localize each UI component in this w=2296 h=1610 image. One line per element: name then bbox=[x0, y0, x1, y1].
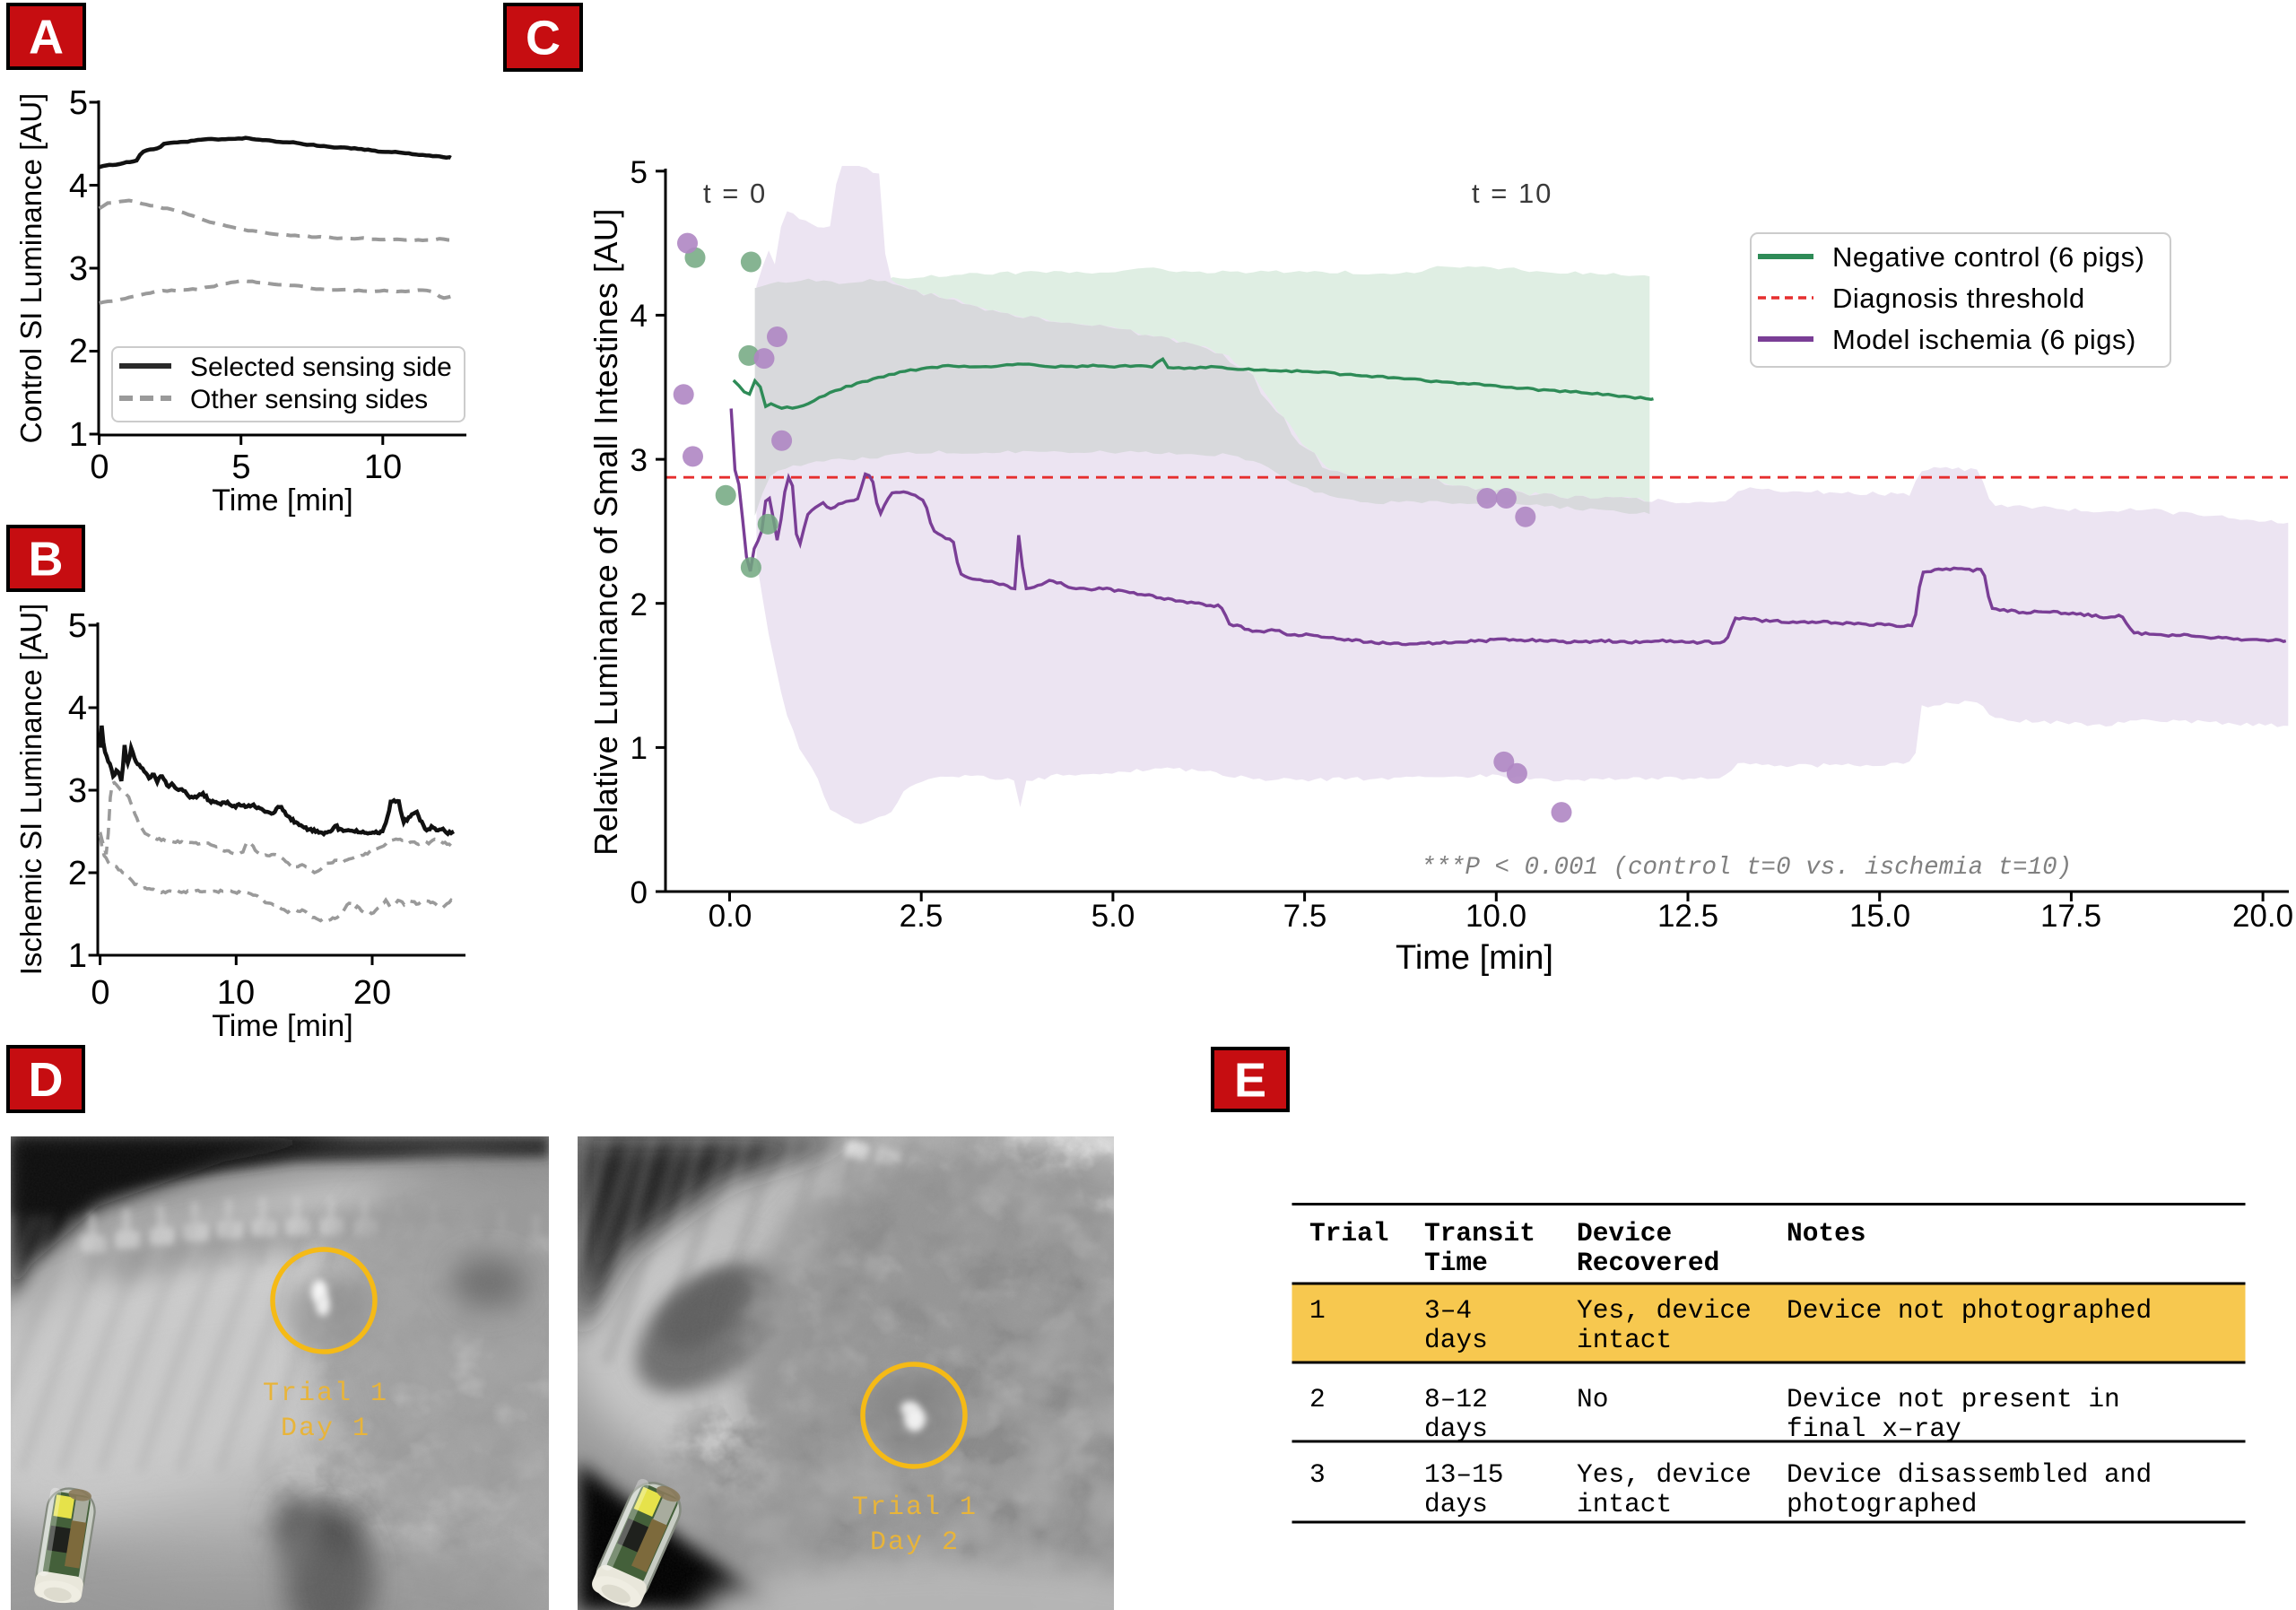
svg-text:5: 5 bbox=[231, 448, 250, 486]
svg-text:Control SI Luminance [AU]: Control SI Luminance [AU] bbox=[14, 93, 48, 444]
svg-text:3: 3 bbox=[631, 443, 648, 478]
svg-text:days: days bbox=[1424, 1414, 1488, 1444]
svg-text:Diagnosis threshold: Diagnosis threshold bbox=[1832, 283, 2085, 314]
svg-text:days: days bbox=[1424, 1489, 1488, 1519]
svg-text:15.0: 15.0 bbox=[1849, 899, 1910, 934]
svg-text:10.0: 10.0 bbox=[1465, 899, 1526, 934]
svg-text:Notes: Notes bbox=[1787, 1218, 1866, 1249]
svg-text:t = 0: t = 0 bbox=[703, 178, 767, 209]
svg-text:3: 3 bbox=[1309, 1459, 1326, 1490]
svg-text:4: 4 bbox=[68, 690, 87, 727]
svg-text:20: 20 bbox=[353, 974, 391, 1012]
svg-text:5: 5 bbox=[69, 84, 88, 122]
svg-text:Time [min]: Time [min] bbox=[212, 1009, 352, 1043]
svg-text:E: E bbox=[1234, 1054, 1266, 1108]
svg-text:1: 1 bbox=[1309, 1295, 1326, 1326]
svg-text:10: 10 bbox=[217, 974, 255, 1012]
svg-text:3–4: 3–4 bbox=[1424, 1295, 1472, 1326]
svg-text:3: 3 bbox=[68, 772, 87, 810]
svg-text:Trial 1: Trial 1 bbox=[263, 1379, 388, 1409]
svg-text:5: 5 bbox=[631, 155, 648, 190]
svg-text:Selected sensing side: Selected sensing side bbox=[190, 352, 452, 382]
svg-text:Device not present in: Device not present in bbox=[1787, 1384, 2120, 1414]
svg-text:Negative control (6 pigs): Negative control (6 pigs) bbox=[1832, 241, 2145, 273]
svg-text:A: A bbox=[29, 11, 64, 65]
svg-text:Yes, device: Yes, device bbox=[1577, 1459, 1752, 1490]
svg-text:days: days bbox=[1424, 1325, 1488, 1355]
svg-text:Day 1: Day 1 bbox=[281, 1414, 370, 1444]
svg-text:t = 10: t = 10 bbox=[1472, 178, 1552, 209]
svg-text:20.0: 20.0 bbox=[2232, 899, 2293, 934]
svg-text:4: 4 bbox=[631, 299, 648, 334]
svg-text:1: 1 bbox=[68, 937, 87, 975]
svg-text:2: 2 bbox=[1309, 1384, 1326, 1414]
svg-text:Model ischemia (6 pigs): Model ischemia (6 pigs) bbox=[1832, 324, 2136, 355]
svg-text:2: 2 bbox=[69, 333, 88, 370]
svg-text:5.0: 5.0 bbox=[1091, 899, 1135, 934]
svg-text:13–15: 13–15 bbox=[1424, 1459, 1504, 1490]
svg-text:D: D bbox=[29, 1053, 64, 1107]
svg-text:0: 0 bbox=[631, 875, 648, 910]
svg-text:7.5: 7.5 bbox=[1283, 899, 1327, 934]
svg-text:4: 4 bbox=[69, 168, 88, 205]
svg-text:2.5: 2.5 bbox=[900, 899, 944, 934]
svg-text:Other sensing sides: Other sensing sides bbox=[190, 385, 428, 414]
svg-text:Time: Time bbox=[1424, 1248, 1488, 1278]
svg-text:12.5: 12.5 bbox=[1657, 899, 1718, 934]
svg-text:5: 5 bbox=[68, 607, 87, 645]
svg-text:C: C bbox=[526, 12, 561, 65]
svg-text:Ischemic SI Luminance [AU]: Ischemic SI Luminance [AU] bbox=[14, 604, 48, 976]
svg-text:2: 2 bbox=[631, 587, 648, 622]
svg-text:Transit: Transit bbox=[1424, 1218, 1535, 1249]
svg-text:Time [min]: Time [min] bbox=[212, 483, 352, 518]
svg-text:Device disassembled and: Device disassembled and bbox=[1787, 1459, 2152, 1490]
svg-text:Time [min]: Time [min] bbox=[1396, 939, 1553, 977]
svg-text:intact: intact bbox=[1577, 1489, 1672, 1519]
svg-text:0.0: 0.0 bbox=[709, 899, 752, 934]
svg-text:0: 0 bbox=[90, 448, 109, 486]
svg-text:2: 2 bbox=[68, 855, 87, 892]
svg-text:photographed: photographed bbox=[1787, 1489, 1977, 1519]
svg-text:Yes, device: Yes, device bbox=[1577, 1295, 1752, 1326]
svg-text:Device not photographed: Device not photographed bbox=[1787, 1295, 2152, 1326]
svg-text:0: 0 bbox=[91, 974, 109, 1012]
svg-text:Device: Device bbox=[1577, 1218, 1672, 1249]
svg-text:Trial 1: Trial 1 bbox=[852, 1493, 978, 1523]
svg-text:Recovered: Recovered bbox=[1577, 1248, 1719, 1278]
svg-text:1: 1 bbox=[631, 731, 648, 766]
svg-text:final x–ray: final x–ray bbox=[1787, 1414, 1961, 1444]
svg-text:17.5: 17.5 bbox=[2040, 899, 2101, 934]
svg-text:3: 3 bbox=[69, 250, 88, 288]
svg-text:intact: intact bbox=[1577, 1325, 1672, 1355]
svg-text:8–12: 8–12 bbox=[1424, 1384, 1488, 1414]
svg-text:Day 2: Day 2 bbox=[870, 1527, 960, 1558]
svg-text:***P < 0.001 (control t=0 vs.: ***P < 0.001 (control t=0 vs. ischemia t… bbox=[1421, 854, 2072, 882]
svg-text:Trial: Trial bbox=[1309, 1218, 1389, 1249]
svg-text:No: No bbox=[1577, 1384, 1608, 1414]
svg-text:Relative Luminance of Small In: Relative Luminance of Small Intestines [… bbox=[587, 208, 624, 856]
svg-text:B: B bbox=[29, 533, 64, 587]
svg-text:10: 10 bbox=[364, 448, 402, 486]
svg-text:1: 1 bbox=[69, 416, 88, 454]
